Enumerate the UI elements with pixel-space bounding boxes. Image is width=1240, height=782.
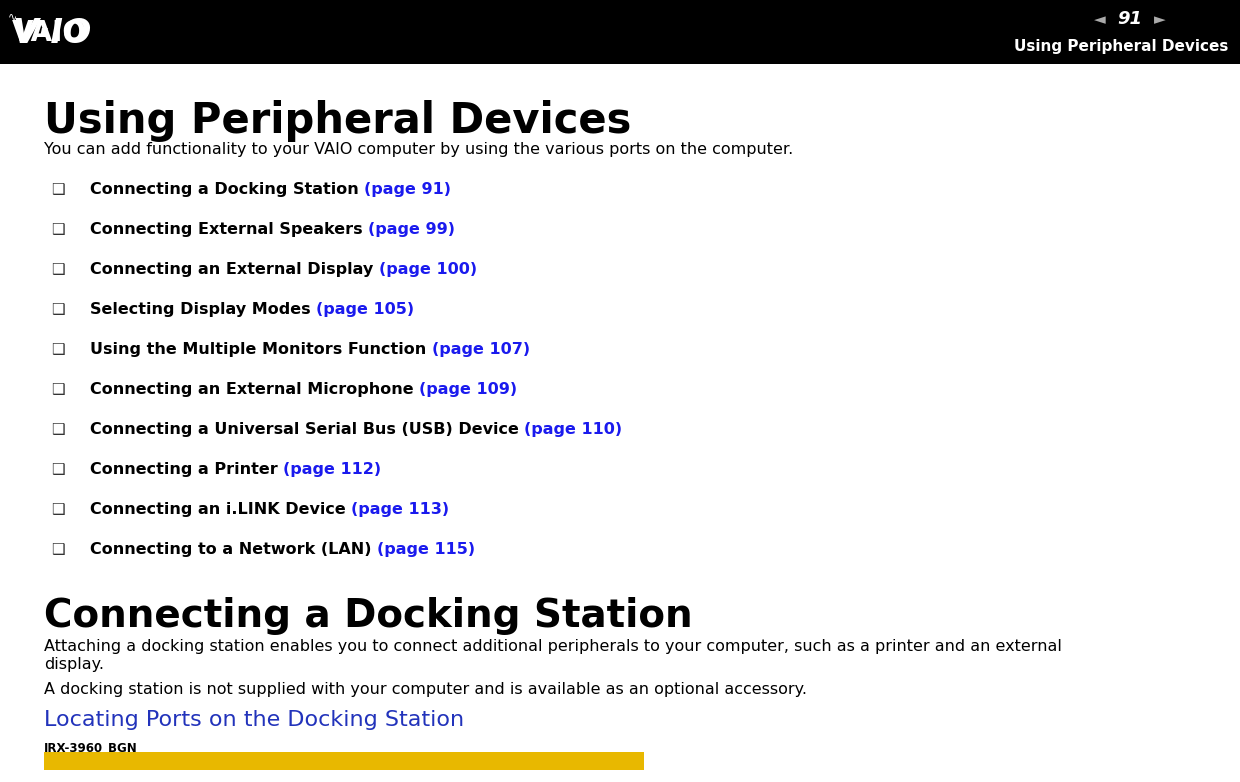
Text: Locating Ports on the Docking Station: Locating Ports on the Docking Station (43, 710, 464, 730)
Text: (page 105): (page 105) (316, 302, 414, 317)
Text: ❑: ❑ (51, 222, 64, 237)
Text: Connecting a Printer: Connecting a Printer (91, 462, 284, 477)
Text: Using the Multiple Monitors Function: Using the Multiple Monitors Function (91, 342, 432, 357)
Text: (page 91): (page 91) (365, 182, 451, 197)
Text: (page 113): (page 113) (351, 502, 449, 517)
Text: ∿: ∿ (7, 11, 17, 21)
Text: ❑: ❑ (51, 502, 64, 517)
Text: (page 109): (page 109) (419, 382, 517, 397)
Text: Attaching a docking station enables you to connect additional peripherals to you: Attaching a docking station enables you … (43, 639, 1061, 654)
Text: 91: 91 (1117, 10, 1142, 28)
Text: ❑: ❑ (51, 382, 64, 397)
Text: You can add functionality to your VAIO computer by using the various ports on th: You can add functionality to your VAIO c… (43, 142, 794, 157)
Text: ❑: ❑ (51, 422, 64, 437)
Text: Connecting a Docking Station: Connecting a Docking Station (43, 597, 693, 635)
Text: ◄: ◄ (1094, 12, 1106, 27)
Text: (page 99): (page 99) (368, 222, 455, 237)
Text: (page 110): (page 110) (525, 422, 622, 437)
Bar (43, 752, 644, 770)
Text: ►: ► (1154, 12, 1166, 27)
Text: (page 100): (page 100) (379, 262, 477, 277)
Text: ❑: ❑ (51, 262, 64, 277)
Bar (0, 0, 1240, 64)
Text: Selecting Display Modes: Selecting Display Modes (91, 302, 316, 317)
Text: VAIO: VAIO (12, 20, 87, 47)
Text: (page 115): (page 115) (377, 542, 475, 557)
Text: display.: display. (43, 657, 104, 672)
Text: ❑: ❑ (51, 342, 64, 357)
Text: IRX-3960_BGN: IRX-3960_BGN (43, 742, 138, 755)
Text: Connecting an i.LINK Device: Connecting an i.LINK Device (91, 502, 351, 517)
Text: Connecting an External Display: Connecting an External Display (91, 262, 379, 277)
Text: Connecting to a Network (LAN): Connecting to a Network (LAN) (91, 542, 377, 557)
Text: Using Peripheral Devices: Using Peripheral Devices (43, 100, 631, 142)
Text: Connecting an External Microphone: Connecting an External Microphone (91, 382, 419, 397)
Text: (page 107): (page 107) (432, 342, 529, 357)
Text: V·IO: V·IO (12, 16, 92, 50)
Text: Using Peripheral Devices: Using Peripheral Devices (1013, 38, 1228, 54)
Text: ❑: ❑ (51, 302, 64, 317)
Text: ❑: ❑ (51, 462, 64, 477)
Text: Connecting a Universal Serial Bus (USB) Device: Connecting a Universal Serial Bus (USB) … (91, 422, 525, 437)
Text: ❑: ❑ (51, 182, 64, 197)
Text: A docking station is not supplied with your computer and is available as an opti: A docking station is not supplied with y… (43, 682, 807, 697)
Text: (page 112): (page 112) (284, 462, 382, 477)
Text: ❑: ❑ (51, 542, 64, 557)
Text: Connecting a Docking Station: Connecting a Docking Station (91, 182, 365, 197)
Text: Connecting External Speakers: Connecting External Speakers (91, 222, 368, 237)
